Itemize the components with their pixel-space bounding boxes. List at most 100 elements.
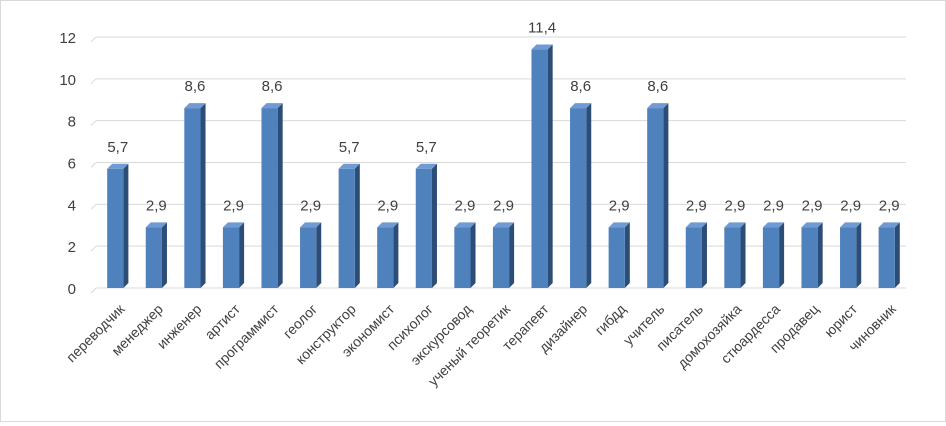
bar-side (740, 222, 746, 288)
bar-side (393, 222, 399, 288)
bar-top (801, 222, 823, 228)
bar-front (685, 227, 702, 288)
bar-side (354, 163, 360, 288)
bar-side (663, 103, 669, 288)
bar-top (454, 222, 476, 228)
bar-top (338, 163, 360, 169)
bar (300, 222, 322, 288)
bar-front (300, 227, 317, 288)
bar (531, 44, 553, 288)
bar-front (492, 227, 510, 288)
bar (222, 222, 245, 288)
bar (338, 163, 360, 288)
bar-front (454, 227, 471, 288)
bar-side (277, 103, 283, 288)
bar-front (801, 227, 818, 288)
bar-front (415, 168, 432, 288)
data-label: 5,7 (107, 139, 128, 156)
bar (492, 222, 515, 288)
bar (685, 222, 707, 288)
gridline-depth (90, 287, 97, 294)
gridline-depth (90, 120, 97, 127)
y-tick-label: 10 (59, 72, 76, 89)
bar-front (762, 227, 780, 288)
data-label: 2,9 (879, 197, 900, 214)
gridline-depth (90, 203, 97, 210)
bar-front (724, 227, 741, 288)
bar (415, 163, 437, 288)
bar (801, 222, 823, 288)
bar-side (586, 103, 592, 288)
bar-top (840, 222, 862, 228)
data-label: 8,6 (262, 78, 283, 95)
bar (647, 103, 669, 288)
bar (840, 222, 862, 288)
x-axis-labels: переводчикменеджеринженерартистпрограмми… (63, 300, 899, 389)
bar-side (701, 222, 707, 288)
bar-side (123, 163, 129, 288)
data-label: 2,9 (840, 197, 861, 214)
bar-side (624, 222, 630, 288)
y-tick-label: 4 (68, 197, 76, 214)
y-tick-label: 2 (68, 239, 76, 256)
data-label: 2,9 (609, 197, 630, 214)
bar-top (531, 44, 553, 50)
bar-top (377, 222, 399, 228)
data-label: 11,4 (528, 20, 556, 37)
bar-top (570, 103, 592, 109)
bar-side (779, 222, 785, 288)
bar (762, 222, 785, 288)
bar (454, 222, 476, 288)
bar-side (200, 103, 206, 288)
y-axis: 0 2 4 6 8 10 12 (59, 30, 76, 298)
data-label: 2,9 (724, 197, 745, 214)
bar-front (878, 227, 895, 288)
bar-front (222, 227, 240, 288)
data-label: 5,7 (339, 139, 360, 156)
bar-top (184, 103, 206, 109)
bar (145, 222, 167, 288)
y-tick-label: 12 (59, 30, 76, 47)
bar-side (817, 222, 823, 288)
bar-top (261, 103, 283, 109)
bars (107, 44, 900, 288)
bar (184, 103, 206, 288)
bar-front (377, 227, 394, 288)
data-label: 2,9 (686, 197, 707, 214)
data-label: 2,9 (763, 197, 784, 214)
bar-side (431, 163, 437, 288)
data-label: 5,7 (416, 139, 437, 156)
gridline-depth (90, 162, 97, 168)
bar-top (492, 222, 515, 228)
y-tick-label: 8 (68, 114, 76, 131)
gridline-depth (90, 245, 97, 252)
bar-top (415, 163, 437, 169)
bar-top (222, 222, 245, 228)
bar (261, 103, 283, 288)
y-tick-label: 6 (68, 156, 76, 173)
data-label: 2,9 (493, 197, 514, 214)
bar-top (300, 222, 322, 228)
data-labels: 5,7 2,9 8,6 2,9 8,6 2,9 5,7 2,9 5,7 2,9 2,9 11,4 8,6… (107, 20, 899, 215)
bar-front (145, 227, 162, 288)
data-label: 2,9 (377, 197, 398, 214)
bar (107, 163, 129, 288)
bar-top (878, 222, 900, 228)
bar-front (647, 108, 664, 288)
bar-top (608, 222, 630, 228)
data-label: 2,9 (146, 197, 167, 214)
bar-front (531, 49, 548, 288)
bar-side (316, 222, 322, 288)
bar-front (338, 168, 355, 288)
data-label: 8,6 (570, 78, 591, 95)
bar-front (840, 227, 857, 288)
bar (377, 222, 399, 288)
bar-side (547, 44, 553, 288)
data-label: 2,9 (300, 197, 321, 214)
bar-side (856, 222, 862, 288)
bar-front (107, 168, 124, 288)
data-label: 2,9 (454, 197, 475, 214)
data-label: 8,6 (647, 78, 668, 95)
bar (570, 103, 592, 288)
